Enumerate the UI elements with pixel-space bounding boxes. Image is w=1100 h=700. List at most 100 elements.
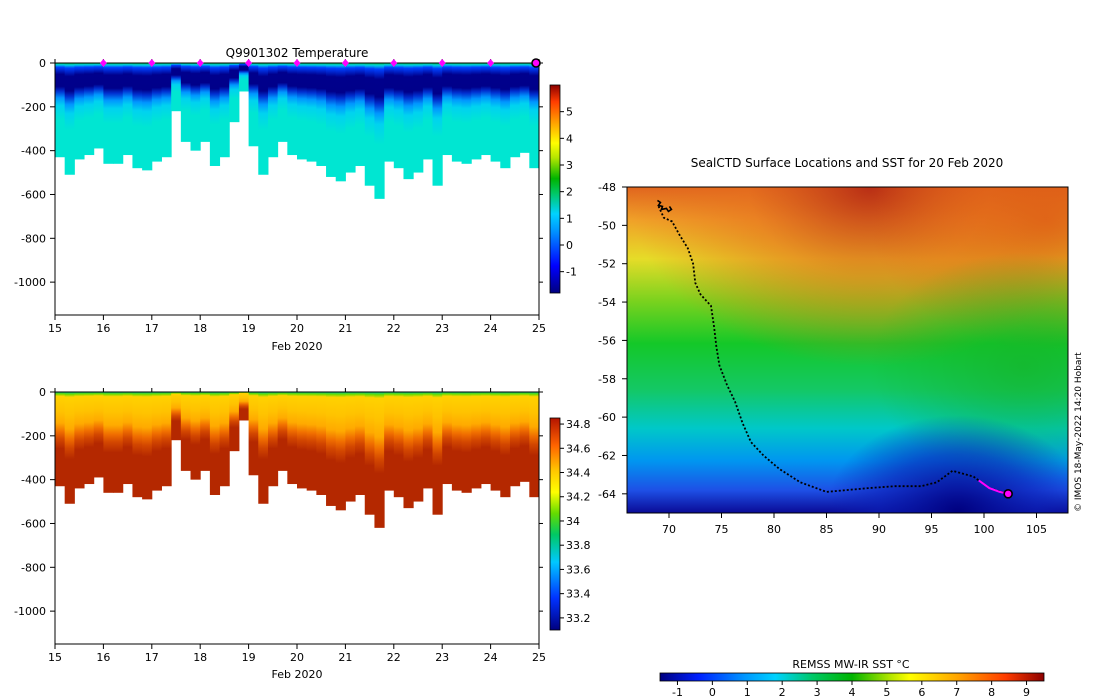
temperature-profile-column	[132, 63, 143, 169]
map-x-tick-label: 75	[715, 523, 729, 536]
temperature-profile-column	[287, 63, 298, 156]
sst-colorbar-tick-label: 8	[988, 686, 995, 699]
temperature-profile-column	[161, 63, 172, 158]
salinity-profile-column	[471, 392, 482, 489]
salinity-x-tick-label: 16	[96, 651, 110, 664]
temperature-colorbar	[550, 85, 560, 293]
temperature-profile-column	[461, 63, 472, 164]
sst-colorbar-label: REMSS MW-IR SST °C	[792, 658, 910, 671]
sst-colorbar-tick-label: 9	[1023, 686, 1030, 699]
temperature-surface-marker	[245, 59, 253, 67]
salinity-profile-column	[519, 392, 530, 482]
temperature-profile-column	[180, 63, 192, 142]
map-x-tick-label: 85	[820, 523, 834, 536]
temperature-y-tick-label: -800	[21, 232, 46, 245]
salinity-colorbar-tick-label: 33.2	[566, 612, 591, 625]
salinity-x-tick-label: 24	[484, 651, 498, 664]
sst-colorbar-ticks: -1 0 1 2 3 4 5 6 7 8 9	[672, 681, 1030, 699]
salinity-profile-column	[500, 392, 511, 498]
temperature-colorbar-tick-label: 5	[566, 106, 573, 119]
temperature-profile-column	[364, 63, 375, 186]
salinity-profile-column	[364, 392, 375, 515]
map-axes-frame	[626, 186, 1069, 514]
salinity-profile-column	[374, 392, 385, 528]
temperature-profile-column	[355, 63, 366, 166]
salinity-profile-column	[451, 392, 463, 491]
salinity-y-tick-label: -1000	[14, 605, 46, 618]
salinity-profile-column	[277, 392, 288, 471]
salinity-x-tick-label: 25	[532, 651, 546, 664]
salinity-profile-column	[161, 392, 172, 487]
sst-colorbar-tick-label: 5	[883, 686, 890, 699]
salinity-colorbar	[550, 418, 560, 630]
salinity-profile-column	[229, 392, 240, 452]
salinity-x-tick-label: 19	[242, 651, 256, 664]
temperature-colorbar-ticks: 5 4 3 2 1 0 -1	[560, 106, 577, 279]
salinity-profile-column	[219, 392, 230, 487]
temperature-colorbar-tick-label: -1	[566, 266, 577, 279]
temperature-profile-column	[171, 63, 182, 112]
temperature-profile-column	[258, 63, 269, 175]
temperature-colorbar-tick-label: 0	[566, 239, 573, 252]
temperature-x-tick-label: 23	[435, 322, 449, 335]
temperature-profile-column	[451, 63, 463, 162]
temperature-profile-column	[403, 63, 414, 180]
salinity-y-tick-label: 0	[39, 386, 46, 399]
salinity-x-tick-label: 18	[193, 651, 207, 664]
map-x-ticks: 70 75 80 85 90 95 100 105	[662, 513, 1047, 536]
salinity-profile-column	[490, 392, 501, 491]
salinity-x-tick-label: 23	[435, 651, 449, 664]
temperature-profile-column	[529, 63, 539, 169]
map-x-tick-label: 95	[925, 523, 939, 536]
temperature-y-tick-label: -1000	[14, 276, 46, 289]
temperature-x-tick-label: 16	[96, 322, 110, 335]
salinity-profile-column	[335, 392, 346, 511]
map-x-tick-label: 70	[662, 523, 676, 536]
salinity-profile-column	[190, 392, 201, 480]
salinity-x-tick-label: 15	[48, 651, 62, 664]
map-y-tick-label: -58	[598, 373, 616, 386]
salinity-profile-column	[393, 392, 404, 498]
map-x-tick-label: 105	[1026, 523, 1047, 536]
seal-track-start-cluster	[657, 199, 673, 213]
temperature-profile-column	[219, 63, 230, 158]
temperature-section-plot: Q9901302 Temperature 0 -200 -400 -600 -800 -1…	[14, 46, 577, 353]
seal-current-position	[1003, 489, 1013, 499]
salinity-profile-column	[238, 392, 250, 421]
temperature-profile-column	[471, 63, 482, 160]
temperature-profile-column	[480, 63, 492, 156]
temperature-profile-column	[306, 63, 317, 162]
salinity-y-tick-label: -200	[21, 430, 46, 443]
salinity-profile-column	[200, 392, 211, 471]
salinity-y-tick-label: -400	[21, 474, 46, 487]
seal-track	[657, 199, 1009, 495]
temperature-profile-column	[238, 63, 250, 92]
map-y-tick-label: -54	[598, 296, 616, 309]
salinity-profile-column	[74, 392, 85, 489]
map-y-tick-label: -48	[598, 181, 616, 194]
salinity-profile-column	[509, 392, 521, 487]
sst-colorbar-tick-label: 1	[744, 686, 751, 699]
temperature-y-ticks: 0 -200 -400 -600 -800 -1000	[14, 57, 543, 289]
temperature-profile-column	[64, 63, 75, 175]
temperature-profile-column	[142, 63, 153, 171]
temperature-profile-column	[103, 63, 114, 164]
temperature-profile-column	[519, 63, 530, 153]
salinity-profile-column	[267, 392, 279, 487]
temperature-title: Q9901302 Temperature	[226, 46, 369, 60]
salinity-profile-column	[345, 392, 356, 502]
temperature-profile-column	[442, 63, 453, 156]
salinity-profile-column	[64, 392, 75, 504]
temperature-profile-column	[84, 63, 95, 156]
salinity-profile-column	[384, 392, 395, 491]
salinity-profile-column	[316, 392, 327, 495]
temperature-profile-column	[190, 63, 201, 151]
sst-colorbar-tick-label: 3	[814, 686, 821, 699]
salinity-x-tick-label: 20	[290, 651, 304, 664]
temperature-colorbar-tick-label: 1	[566, 212, 573, 225]
temperature-x-tick-label: 24	[484, 322, 498, 335]
salinity-colorbar-tick-label: 33.8	[566, 539, 591, 552]
salinity-x-tick-label: 22	[387, 651, 401, 664]
salinity-profile-column	[84, 392, 95, 485]
